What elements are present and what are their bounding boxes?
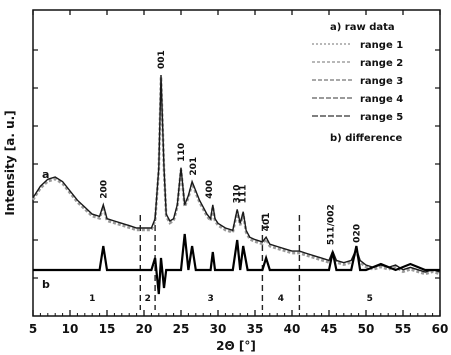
x-tick-label: 40 — [284, 322, 301, 336]
x-tick-label: 55 — [395, 322, 412, 336]
range-label: 1 — [89, 294, 95, 304]
x-tick-label: 10 — [62, 322, 79, 336]
peak-label: 110 — [177, 143, 187, 162]
range-boundaries — [139, 215, 301, 310]
legend-entries: range 1 range 2 range 3 range 4 range 5 — [312, 40, 403, 123]
legend-label: range 5 — [360, 112, 403, 123]
legend-header-a: a) raw data — [330, 22, 395, 33]
peak-label: 200 — [99, 180, 109, 199]
range-label: 2 — [145, 294, 151, 304]
x-tick-label: 5 — [29, 322, 37, 336]
data-series — [31, 74, 441, 295]
x-tick-label: 25 — [173, 322, 190, 336]
legend-header-b: b) difference — [330, 133, 402, 144]
x-tick-label: 45 — [321, 322, 338, 336]
series-b-tag: b — [42, 278, 50, 291]
series-a-tag: a — [42, 168, 49, 181]
x-axis-ticks: 5 10 15 20 25 30 35 40 45 50 55 60 — [29, 10, 449, 336]
range-labels: 1 2 3 4 5 — [89, 294, 373, 304]
x-tick-label: 15 — [99, 322, 116, 336]
peak-label: 511/002 — [326, 204, 336, 245]
peak-label: 310 — [233, 185, 243, 204]
x-tick-label: 35 — [247, 322, 264, 336]
legend-label: range 4 — [360, 94, 403, 105]
peak-label: 001 — [157, 50, 167, 69]
x-tick-label: 50 — [358, 322, 375, 336]
series-b-line — [33, 233, 440, 295]
x-tick-label: 20 — [136, 322, 153, 336]
peak-label: 401 — [262, 212, 272, 231]
legend-label: range 1 — [360, 40, 403, 51]
range-label: 5 — [367, 294, 373, 304]
range-label: 3 — [207, 294, 213, 304]
x-axis-title: 2Θ [°] — [216, 339, 256, 353]
y-axis-title: Intensity [a. u.] — [3, 110, 17, 215]
peak-label: 111 — [238, 185, 248, 204]
legend-label: range 2 — [360, 58, 403, 69]
peak-label: 201 — [189, 157, 199, 176]
peak-label: 020 — [352, 224, 362, 243]
x-tick-label: 30 — [210, 322, 227, 336]
legend: a) raw data range 1 range 2 range 3 range 4… — [312, 22, 403, 144]
x-tick-label: 60 — [432, 322, 449, 336]
peak-label: 400 — [205, 180, 215, 199]
range-label: 4 — [278, 294, 284, 304]
series-a-fit-line — [31, 76, 441, 276]
legend-label: range 3 — [360, 76, 403, 87]
plot-frame — [32, 9, 441, 317]
